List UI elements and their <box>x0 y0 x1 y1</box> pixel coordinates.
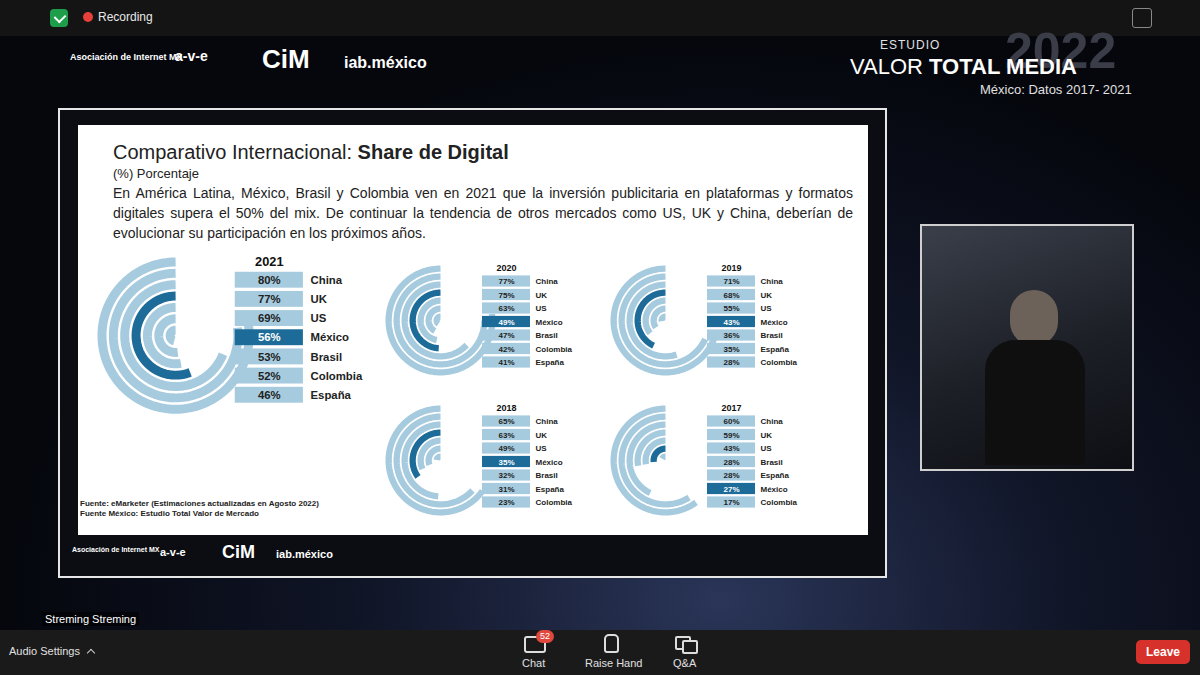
svg-text:2017: 2017 <box>721 403 741 413</box>
svg-text:75%: 75% <box>498 291 514 300</box>
svg-text:España: España <box>761 471 790 480</box>
svg-text:2020: 2020 <box>496 263 516 273</box>
svg-text:México: México <box>536 458 563 467</box>
html-text:Chat: Chat <box>522 657 546 669</box>
svg-text:US: US <box>310 312 326 324</box>
html-text:ESTUDIO: ESTUDIO <box>880 38 941 52</box>
svg-text:65%: 65% <box>498 417 514 426</box>
svg-text:77%: 77% <box>258 293 281 305</box>
svg-text:41%: 41% <box>498 358 514 367</box>
html-text:Raise Hand: Raise Hand <box>585 657 643 669</box>
svg-text:Brasil: Brasil <box>310 350 342 362</box>
svg-text:China: China <box>536 417 559 426</box>
svg-text:UK: UK <box>536 431 548 440</box>
svg-text:China: China <box>761 417 784 426</box>
html-text:CiM: CiM <box>222 542 255 562</box>
svg-text:80%: 80% <box>258 274 281 286</box>
svg-text:46%: 46% <box>258 389 281 401</box>
svg-text:43%: 43% <box>723 444 739 453</box>
svg-text:17%: 17% <box>723 498 739 507</box>
html-text:VALOR TOTAL MEDIA: VALOR TOTAL MEDIA <box>850 54 1077 79</box>
svg-text:España: España <box>761 345 790 354</box>
svg-text:Colombia: Colombia <box>310 370 362 382</box>
svg-text:Colombia: Colombia <box>761 498 798 507</box>
html-text:iab.méxico: iab.méxico <box>276 548 333 560</box>
svg-text:47%: 47% <box>498 331 514 340</box>
html-text:2022: 2022 <box>1005 23 1117 79</box>
svg-text:60%: 60% <box>723 417 739 426</box>
svg-text:UK: UK <box>310 293 327 305</box>
svg-text:49%: 49% <box>498 318 514 327</box>
svg-text:63%: 63% <box>498 304 514 313</box>
svg-text:71%: 71% <box>723 277 739 286</box>
svg-text:Brasil: Brasil <box>761 458 783 467</box>
svg-text:US: US <box>536 444 548 453</box>
html-text:México: Datos 2017- 2021: México: Datos 2017- 2021 <box>980 82 1132 97</box>
html-text:Q&A: Q&A <box>673 657 697 669</box>
svg-text:US: US <box>761 444 773 453</box>
html-text:iab.méxico: iab.méxico <box>344 54 427 71</box>
html-text:(%) Porcentaje: (%) Porcentaje <box>113 166 199 181</box>
svg-text:2021: 2021 <box>255 254 283 269</box>
svg-text:Brasil: Brasil <box>536 331 558 340</box>
svg-text:Colombia: Colombia <box>761 358 798 367</box>
html-text:CiM: CiM <box>262 44 310 74</box>
svg-text:77%: 77% <box>498 277 514 286</box>
svg-text:China: China <box>761 277 784 286</box>
svg-text:23%: 23% <box>498 498 514 507</box>
html-text:Fuente México: Estudio Total V: Fuente México: Estudio Total Valor de Me… <box>80 509 259 518</box>
svg-text:México: México <box>536 318 563 327</box>
html-text:Audio Settings: Audio Settings <box>9 645 80 657</box>
svg-text:28%: 28% <box>723 458 739 467</box>
svg-text:UK: UK <box>761 431 773 440</box>
svg-text:69%: 69% <box>258 312 281 324</box>
svg-text:68%: 68% <box>723 291 739 300</box>
svg-text:Brasil: Brasil <box>536 471 558 480</box>
svg-text:México: México <box>761 318 788 327</box>
svg-text:Colombia: Colombia <box>536 345 573 354</box>
svg-text:28%: 28% <box>723 471 739 480</box>
svg-text:México: México <box>761 485 788 494</box>
svg-text:36%: 36% <box>723 331 739 340</box>
svg-text:UK: UK <box>536 291 548 300</box>
html-text:Fuente: eMarketer (Estimacione: Fuente: eMarketer (Estimaciones actualiz… <box>80 499 319 508</box>
svg-text:52%: 52% <box>258 370 281 382</box>
svg-text:35%: 35% <box>498 458 514 467</box>
svg-text:2019: 2019 <box>721 263 741 273</box>
svg-text:28%: 28% <box>723 358 739 367</box>
html-text:a-v-e: a-v-e <box>175 48 208 64</box>
svg-text:49%: 49% <box>498 444 514 453</box>
svg-text:España: España <box>536 485 565 494</box>
svg-text:China: China <box>310 274 342 286</box>
svg-text:Brasil: Brasil <box>761 331 783 340</box>
svg-text:US: US <box>536 304 548 313</box>
svg-text:31%: 31% <box>498 485 514 494</box>
svg-text:2018: 2018 <box>496 403 516 413</box>
html-text:Comparativo Internacional: Sha: Comparativo Internacional: Share de Digi… <box>113 141 509 163</box>
svg-text:35%: 35% <box>723 345 739 354</box>
svg-text:59%: 59% <box>723 431 739 440</box>
svg-text:43%: 43% <box>723 318 739 327</box>
html-text:52: 52 <box>540 631 550 641</box>
svg-text:56%: 56% <box>258 331 281 343</box>
svg-text:55%: 55% <box>723 304 739 313</box>
svg-text:27%: 27% <box>723 485 739 494</box>
svg-text:UK: UK <box>761 291 773 300</box>
html-text:Streming Streming: Streming Streming <box>45 613 137 625</box>
svg-text:63%: 63% <box>498 431 514 440</box>
svg-text:México: México <box>310 331 349 343</box>
svg-text:32%: 32% <box>498 471 514 480</box>
svg-text:US: US <box>761 304 773 313</box>
svg-text:Colombia: Colombia <box>536 498 573 507</box>
svg-text:53%: 53% <box>258 350 281 362</box>
svg-text:España: España <box>536 358 565 367</box>
html-text:Asociación de Internet MXa-v-e: Asociación de Internet MXa-v-e <box>72 546 186 558</box>
svg-text:China: China <box>536 277 559 286</box>
html-text:Recording: Recording <box>98 10 153 24</box>
svg-text:España: España <box>310 389 351 401</box>
html-text:Leave: Leave <box>1146 645 1180 659</box>
html-text:Asociación de Internet MX: Asociación de Internet MX <box>70 52 183 62</box>
svg-text:42%: 42% <box>498 345 514 354</box>
html-text:En América Latina, México, Bra: En América Latina, México, Brasil y Colo… <box>113 185 853 241</box>
